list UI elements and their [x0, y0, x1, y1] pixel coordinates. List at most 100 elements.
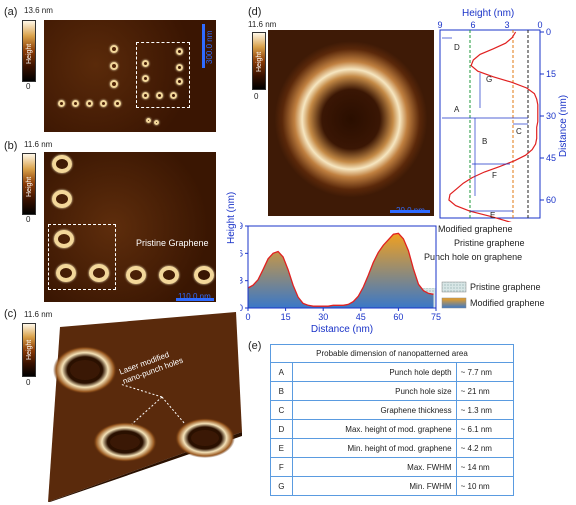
row-key: G	[270, 476, 293, 496]
panel-c-colorbar-min: 0	[26, 378, 31, 387]
row-key: F	[270, 457, 293, 477]
dimension-letter-D: D	[454, 43, 460, 52]
row-key: A	[270, 362, 293, 382]
table-row: F Max. FWHM ~ 14 nm	[270, 457, 515, 477]
panel-d-colorbar-min: 0	[254, 92, 259, 101]
panel-c-label: (c)	[4, 308, 17, 320]
y-tick-label: 6	[240, 248, 243, 258]
vert-legend-hole: Punch hole on graphene	[424, 252, 523, 262]
vert-y-tick-label: 0	[546, 27, 551, 37]
dimension-letter-E: E	[490, 211, 495, 220]
row-value: ~ 7.7 nm	[455, 362, 515, 382]
legend-pristine-swatch	[441, 281, 467, 293]
row-key: C	[270, 400, 293, 420]
table-row: A Punch hole depth ~ 7.7 nm	[270, 362, 515, 382]
panel-d-colorbar	[252, 32, 266, 90]
table-row: G Min. FWHM ~ 10 nm	[270, 476, 515, 496]
horiz-profile-line	[247, 232, 434, 307]
vert-y-tick-label: 30	[546, 111, 556, 121]
panel-c-colorbar	[22, 323, 36, 377]
x-tick-label: 30	[318, 312, 328, 322]
row-description: Punch hole size	[291, 381, 457, 401]
vert-x-tick-label: 6	[470, 20, 475, 30]
legend-modified-swatch	[441, 297, 467, 309]
x-tick-label: 60	[393, 312, 403, 322]
row-value: ~ 14 nm	[455, 457, 515, 477]
horiz-frame	[247, 225, 437, 309]
vert-y-tick-label: 15	[546, 69, 556, 79]
row-description: Punch hole depth	[291, 362, 457, 382]
vert-profile-title: Height (nm)	[462, 8, 515, 19]
panel-e-label: (e)	[248, 340, 262, 352]
panel-b-scalebar	[176, 298, 214, 301]
panel-c-colorbar-max: 11.6 nm	[24, 310, 53, 319]
panel-d-scalebar	[390, 210, 430, 213]
panel-b-scalebar-label: 110.0 nm	[178, 292, 211, 301]
row-key: B	[270, 381, 293, 401]
x-tick-label: 15	[281, 312, 291, 322]
vert-profile-line	[448, 31, 539, 222]
panel-b-colorbar-max: 11.6 nm	[24, 140, 53, 149]
vert-y-tick-label: 60	[546, 195, 556, 205]
row-description: Min. height of mod. graphene	[291, 438, 457, 458]
dimension-table: Probable dimension of nanopatterned area…	[270, 344, 515, 496]
panel-b-colorbar-name: Height	[26, 176, 33, 197]
panel-d-afm-image	[268, 30, 434, 216]
horiz-xlabel: Distance (nm)	[311, 324, 373, 335]
vert-legend-pristine: Pristine graphene	[454, 238, 525, 248]
panel-b-zoom-box	[48, 224, 116, 290]
legend-pristine-label: Pristine graphene	[470, 282, 541, 292]
row-key: E	[270, 438, 293, 458]
x-tick-label: 75	[431, 312, 441, 322]
panel-a-scalebar-label: 300.0 nm	[205, 30, 214, 64]
panel-c-colorbar-name: Height	[26, 339, 33, 360]
vert-legend-modified: Modified graphene	[438, 224, 513, 234]
horiz-profile-chart: 0 15 30 45 60 75 0 3 6 9 Distance (nm) Pristine …	[240, 221, 545, 335]
row-value: ~ 1.3 nm	[455, 400, 515, 420]
dimension-letter-A: A	[454, 105, 460, 114]
row-description: Max. FWHM	[291, 457, 457, 477]
dimension-letter-G: G	[486, 75, 492, 84]
panel-d-label: (d)	[248, 6, 262, 18]
table-row: D Max. height of mod. graphene ~ 6.1 nm	[270, 419, 515, 439]
table-row: B Punch hole size ~ 21 nm	[270, 381, 515, 401]
y-tick-label: 9	[240, 221, 243, 231]
panel-b-afm-image	[44, 152, 216, 302]
panel-d-colorbar-name: Height	[256, 51, 263, 72]
row-description: Min. FWHM	[291, 476, 457, 496]
dimension-letter-C: C	[516, 127, 522, 136]
row-key: D	[270, 419, 293, 439]
panel-d-scalebar-label: 20.0 nm	[396, 206, 425, 215]
dimension-letter-B: B	[482, 137, 487, 146]
row-value: ~ 6.1 nm	[455, 419, 515, 439]
vert-x-tick-label: 3	[504, 20, 509, 30]
x-tick-label: 0	[245, 312, 250, 322]
panel-a-colorbar-max: 13.6 nm	[24, 6, 53, 15]
x-tick-label: 45	[356, 312, 366, 322]
dimension-letter-F: F	[492, 171, 497, 180]
panel-a-colorbar-min: 0	[26, 82, 31, 91]
row-value: ~ 21 nm	[455, 381, 515, 401]
row-description: Graphene thickness	[291, 400, 457, 420]
row-value: ~ 4.2 nm	[455, 438, 515, 458]
panel-b-colorbar-min: 0	[26, 215, 31, 224]
panel-a-afm-image	[44, 20, 216, 132]
vert-x-tick-label: 9	[437, 20, 442, 30]
panel-b-label: (b)	[4, 140, 18, 152]
panel-b-colorbar	[22, 153, 36, 215]
y-tick-label: 0	[240, 303, 243, 313]
row-value: ~ 10 nm	[455, 476, 515, 496]
vert-profile-ylabel: Distance (nm)	[558, 95, 569, 157]
horiz-ylabel-text: Height (nm)	[226, 191, 237, 244]
y-tick-label: 3	[240, 276, 243, 286]
table-row: C Graphene thickness ~ 1.3 nm	[270, 400, 515, 420]
row-description: Max. height of mod. graphene	[291, 419, 457, 439]
panel-d-colorbar-max: 11.6 nm	[248, 20, 277, 29]
table-row: E Min. height of mod. graphene ~ 4.2 nm	[270, 438, 515, 458]
vert-x-tick-label: 0	[537, 20, 542, 30]
legend-modified-label: Modified graphene	[470, 298, 545, 308]
panel-a-colorbar-name: Height	[26, 43, 33, 64]
panel-a-scalebar	[202, 24, 205, 68]
panel-a-colorbar	[22, 20, 36, 82]
